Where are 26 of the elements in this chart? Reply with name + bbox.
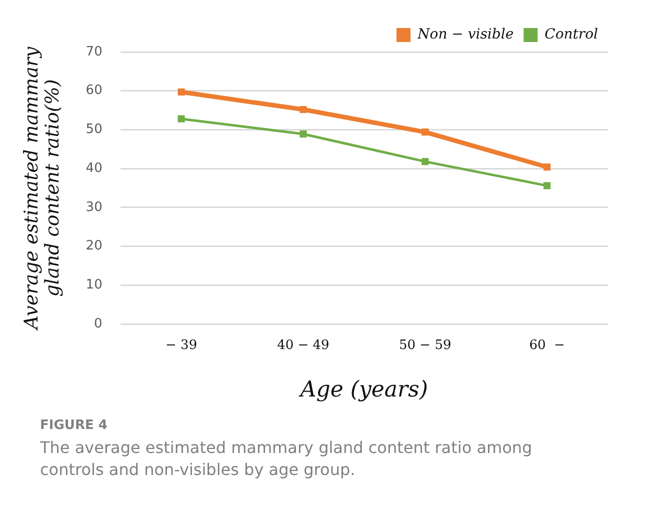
x-tick-label: 50 − 59 <box>399 338 452 354</box>
y-axis-title: Average estimated mammary gland content ratio(%) <box>20 46 64 332</box>
x-tick-label: 40 − 49 <box>277 338 330 354</box>
y-tick-label: 0 <box>94 316 102 332</box>
point <box>300 130 307 138</box>
point <box>300 106 307 114</box>
point <box>544 182 551 190</box>
caption: FIGURE 4 <box>40 418 108 433</box>
text: The average estimated mammary gland content ratio among controls and non-visibles by age group. <box>40 437 534 482</box>
y-tick-label: 70 <box>86 44 102 60</box>
point <box>178 88 185 96</box>
legend-label: Non − visible <box>416 26 514 43</box>
point <box>422 158 429 166</box>
point <box>178 115 185 122</box>
point <box>544 163 551 171</box>
y-tick-label: 30 <box>86 200 102 215</box>
point <box>422 128 429 136</box>
x-tick-label: 60 − <box>529 338 565 354</box>
y-tick-label: 50 <box>86 122 102 138</box>
x-axis-title: Age (years) <box>298 378 428 403</box>
y-tick-label: 20 <box>86 238 102 254</box>
y-tick-label: 60 <box>86 83 102 98</box>
x-tick-label: − 39 <box>166 338 198 354</box>
legend-label: Control <box>544 26 598 43</box>
y-tick-label: 10 <box>86 278 102 293</box>
y-tick-label: 40 <box>86 160 102 176</box>
